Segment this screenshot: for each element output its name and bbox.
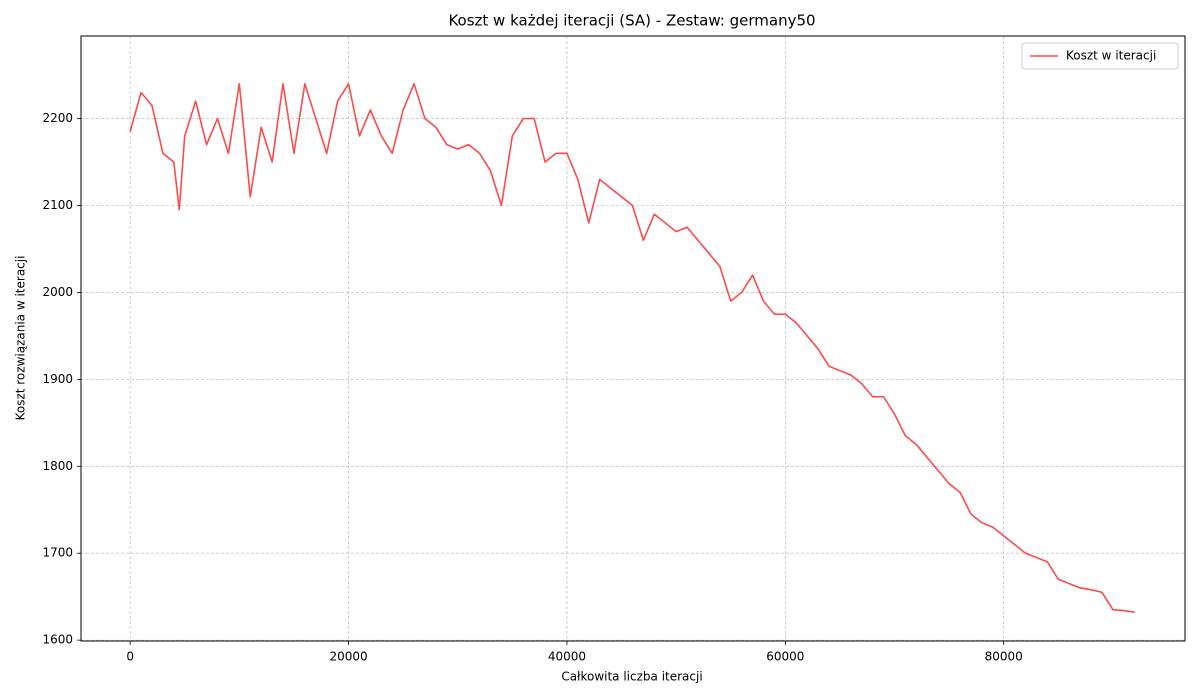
y-tick-label: 2000	[42, 285, 73, 299]
x-tick-label: 20000	[329, 650, 367, 664]
y-tick-label: 2100	[42, 198, 73, 212]
y-tick-label: 1700	[42, 546, 73, 560]
x-tick-label: 40000	[548, 650, 586, 664]
legend-label: Koszt w iteracji	[1066, 49, 1156, 63]
x-tick-label: 60000	[766, 650, 804, 664]
y-tick-label: 1600	[42, 633, 73, 647]
y-tick-label: 1900	[42, 372, 73, 386]
x-tick-label: 0	[126, 650, 134, 664]
y-axis-label: Koszt rozwiązania w iteracji	[14, 256, 28, 421]
y-tick-label: 1800	[42, 459, 73, 473]
legend-box	[1021, 42, 1179, 70]
y-tick-label: 2200	[42, 111, 73, 125]
chart-title: Koszt w każdej iteracji (SA) - Zestaw: g…	[448, 12, 815, 30]
x-tick-label: 80000	[985, 650, 1023, 664]
line-series	[129, 83, 1135, 614]
x-axis-label: Całkowita liczba iteracji	[561, 670, 702, 684]
plot-frame	[80, 35, 1186, 642]
